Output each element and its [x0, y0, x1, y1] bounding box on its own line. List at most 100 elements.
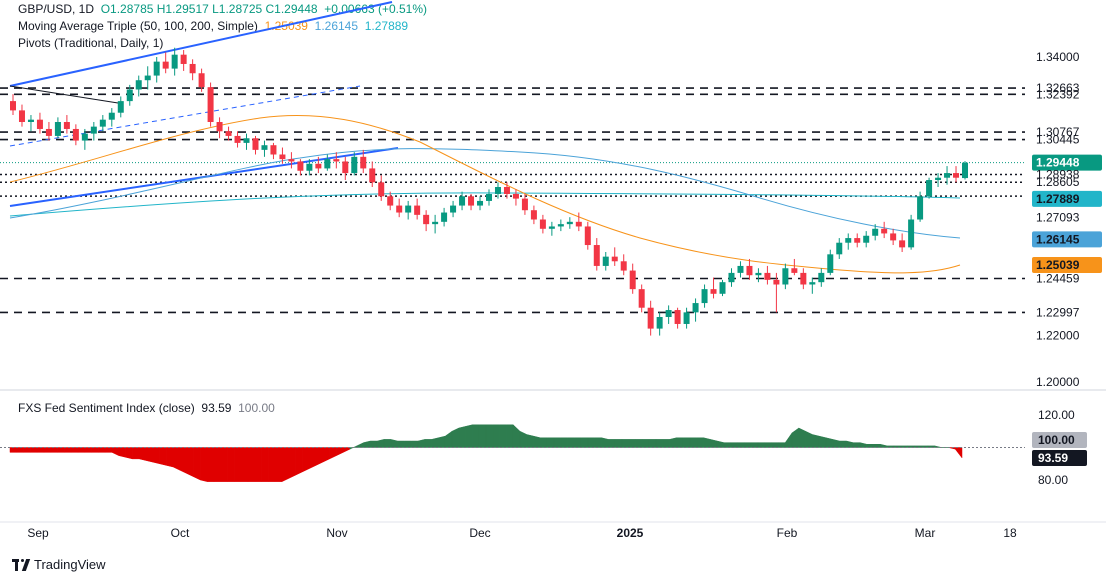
price-label: 1.22997	[1036, 305, 1080, 319]
candle-body	[243, 138, 250, 143]
price-label: 1.28938	[1036, 168, 1080, 182]
sentiment-area-segment	[533, 435, 541, 448]
sentiment-area-segment	[512, 424, 521, 448]
candle-body	[432, 221, 439, 225]
legend-sentiment: FXS Fed Sentiment Index (close) 93.59 10…	[18, 401, 275, 416]
candle-body	[557, 224, 564, 227]
candle-body	[503, 187, 510, 194]
candle-body	[45, 128, 52, 136]
price-label-badge	[1032, 190, 1102, 207]
sentiment-value: 93.59	[201, 401, 232, 415]
candle-body	[450, 205, 457, 213]
sentiment-area-segment	[363, 440, 371, 448]
sentiment-area-segment	[818, 435, 827, 448]
sentiment-area-segment	[798, 427, 806, 448]
candle-body	[674, 310, 681, 324]
candle-body	[773, 279, 780, 285]
sentiment-area-segment	[703, 437, 711, 448]
candle-body	[629, 270, 636, 290]
sentiment-area-segment	[308, 447, 317, 470]
time-axis-tick: 18	[1003, 526, 1017, 540]
candle-body	[917, 196, 924, 220]
sentiment-area-segment	[553, 437, 562, 448]
price-axis-tick: 1.22000	[1036, 329, 1080, 343]
sentiment-area-segment	[601, 437, 609, 448]
candle-body	[63, 122, 70, 129]
sentiment-label: 93.59	[1038, 451, 1068, 465]
sentiment-area-segment	[138, 447, 147, 461]
price-label: 1.27093	[1036, 210, 1080, 224]
candle-body	[809, 282, 816, 285]
candle-body	[521, 198, 528, 211]
sentiment-area-segment	[526, 434, 534, 448]
price-label: 1.24459	[1036, 271, 1080, 285]
sentiment-area-segment	[152, 447, 160, 465]
candle-body	[908, 219, 915, 248]
sentiment-area-segment	[220, 447, 228, 482]
sentiment-area-segment	[145, 447, 154, 463]
candle-body	[728, 272, 735, 283]
upper-trendline	[9, 1, 393, 87]
sentiment-area-segment	[757, 442, 766, 448]
candle-body	[548, 226, 555, 229]
candle-body	[620, 261, 627, 271]
candle-body	[593, 245, 600, 266]
candle-body	[10, 101, 16, 111]
candle-body	[378, 182, 385, 197]
pivots-label: Pivots (Traditional, Daily, 1)	[18, 36, 164, 50]
sentiment-area-segment	[247, 447, 256, 482]
sentiment-area-segment	[111, 447, 120, 457]
candle-body	[575, 221, 582, 227]
price-label: 1.30767	[1036, 125, 1080, 139]
sentiment-area-segment	[832, 439, 840, 448]
candle-body	[342, 161, 349, 174]
sentiment-area-segment	[213, 447, 222, 482]
candle-body	[746, 265, 753, 276]
sentiment-area-segment	[274, 447, 283, 482]
candle-body	[647, 307, 654, 329]
sentiment-area-segment	[261, 447, 269, 482]
sentiment-baseline-value: 100.00	[238, 401, 275, 415]
sentiment-area-segment	[336, 447, 344, 457]
sentiment-area-segment	[383, 439, 392, 448]
sentiment-area-segment	[655, 439, 664, 448]
candle-body	[863, 235, 870, 243]
sentiment-label: 100.00	[1038, 433, 1075, 447]
sentiment-area-segment	[519, 430, 528, 448]
candle-body	[944, 173, 951, 178]
sentiment-area-segment	[451, 427, 460, 448]
candle-body	[405, 205, 412, 213]
sentiment-area-segment	[30, 447, 38, 453]
sentiment-area-segment	[288, 447, 296, 479]
price-label: 1.32663	[1036, 81, 1080, 95]
candle-body	[566, 221, 573, 225]
sentiment-area-segment	[70, 447, 79, 453]
tradingview-brand[interactable]: TradingView	[12, 557, 106, 572]
candle-body	[189, 63, 196, 74]
candle-body	[926, 180, 933, 197]
sentiment-area-segment	[50, 447, 58, 453]
candle-body	[512, 193, 519, 199]
sentiment-area-segment	[614, 439, 623, 448]
candle-body	[656, 317, 663, 329]
sentiment-area-segment	[546, 437, 555, 448]
sentiment-area-segment	[166, 447, 174, 468]
sentiment-area-segment	[240, 447, 249, 482]
sentiment-area-segment	[91, 447, 99, 453]
symbol-label: GBP/USD, 1D	[18, 2, 95, 16]
candle-body	[99, 119, 106, 127]
sentiment-area-segment	[676, 437, 684, 448]
sentiment-area-segment	[23, 447, 31, 453]
sentiment-area-segment	[77, 447, 86, 453]
sentiment-area-segment	[356, 442, 364, 448]
candle-body	[216, 122, 223, 132]
sentiment-area-segment	[438, 435, 446, 448]
price-label: 1.32392	[1036, 87, 1080, 101]
candle-body	[477, 200, 484, 206]
sentiment-area-segment	[57, 447, 65, 453]
sentiment-area-segment	[315, 447, 324, 466]
tradingview-logo-icon	[12, 558, 31, 571]
candle-body	[845, 238, 852, 243]
sentiment-area-segment	[696, 437, 704, 448]
